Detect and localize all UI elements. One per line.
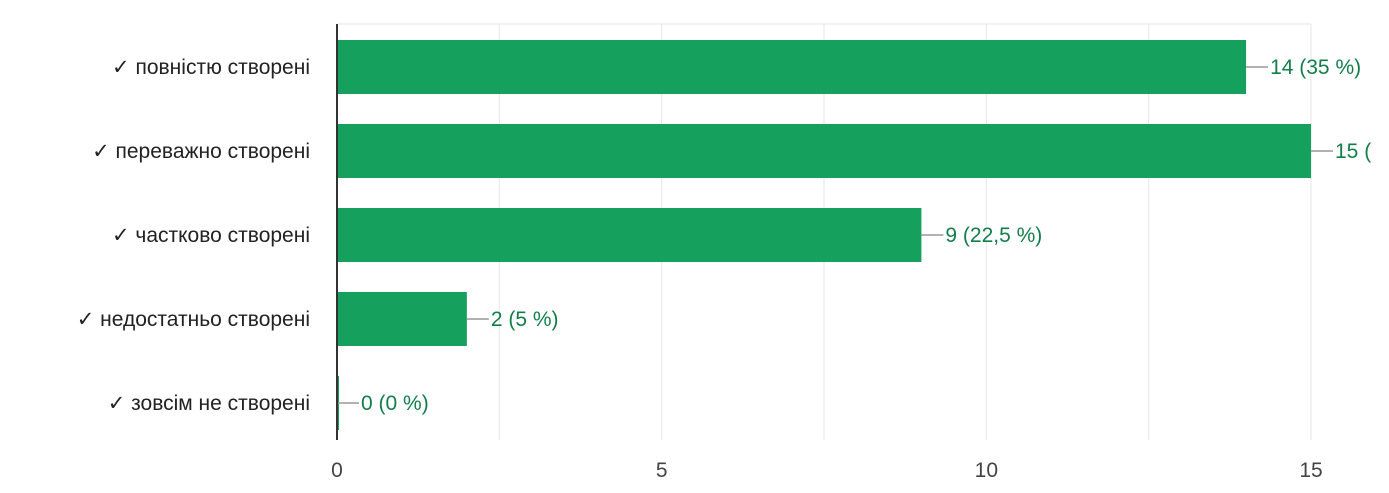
- category-labels: ✓ повністю створені ✓ переважно створені ✓…: [77, 56, 310, 415]
- bar: [337, 292, 467, 346]
- bar: [337, 124, 1311, 178]
- category-label: ✓ повністю створені: [112, 56, 310, 79]
- x-tick-label: 10: [975, 459, 998, 482]
- x-tick-label: 15: [1299, 459, 1322, 482]
- category-label: ✓ недостатньо створені: [77, 308, 310, 331]
- bars: [337, 40, 1311, 430]
- data-labels: 14 (35 %) 15 ( 9 (22,5 %) 2 (5 %) 0 (0 %): [361, 56, 1371, 415]
- data-label: 9 (22,5 %): [945, 224, 1042, 247]
- data-label: 0 (0 %): [361, 392, 429, 415]
- data-label: 15 (: [1335, 140, 1371, 163]
- data-label: 2 (5 %): [491, 308, 559, 331]
- data-label: 14 (35 %): [1270, 56, 1361, 79]
- bar: [337, 40, 1247, 94]
- label-connectors: [337, 66, 1333, 404]
- category-label: ✓ переважно створені: [92, 140, 310, 163]
- category-label: ✓ зовсім не створені: [108, 392, 310, 415]
- x-tick-label: 0: [331, 459, 343, 482]
- bar: [337, 208, 922, 262]
- x-axis-ticks: 0 5 10 15: [331, 459, 1323, 482]
- x-tick-label: 5: [656, 459, 668, 482]
- category-label: ✓ частково створені: [112, 224, 310, 247]
